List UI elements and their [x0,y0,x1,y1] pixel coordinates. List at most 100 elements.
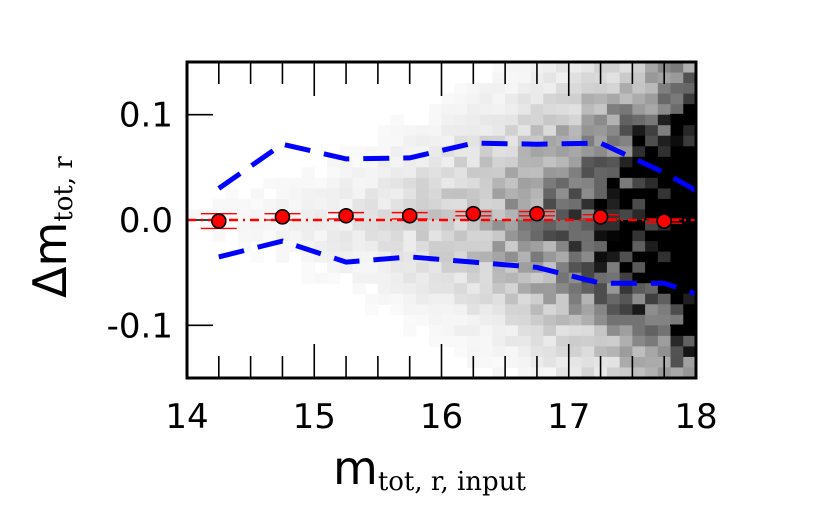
heatmap-cell [352,251,366,263]
heatmap-cell [339,220,354,232]
heatmap-cell [288,177,303,189]
heatmap-cell [517,188,532,200]
heatmap-cell [556,272,570,284]
heatmap-cell [352,220,366,232]
heatmap-cell [454,293,468,305]
heatmap-cell [416,135,430,147]
heatmap-cell [492,167,506,179]
heatmap-cell [288,188,303,200]
heatmap-cell [479,83,493,95]
heatmap-cell [581,135,595,147]
heatmap-cell [517,198,532,211]
heatmap-cell [365,220,379,232]
heatmap-cell [365,272,379,284]
heatmap-cell [466,325,481,337]
heatmap-cell [505,325,519,337]
heatmap-cell [594,293,608,305]
heatmap-cell [670,93,684,105]
heatmap-cell [416,241,430,253]
heatmap-cell [619,272,633,284]
heatmap-cell [479,262,493,274]
heatmap-cell [632,167,646,179]
heatmap-cell [416,304,430,316]
heatmap-cell [466,241,481,253]
heatmap-cell [606,293,621,305]
heatmap-cell [505,72,519,84]
heatmap-cell [492,304,506,316]
heatmap-cell [619,62,633,74]
heatmap-cell [390,241,404,253]
heatmap-cell [454,346,468,358]
heatmap-cell [556,72,570,84]
heatmap-cell [657,241,672,253]
heatmap-cell [568,177,583,189]
heatmap-cell [556,346,570,358]
heatmap-cell [606,188,621,200]
heatmap-cell [441,272,455,284]
heatmap-cell [403,293,417,305]
heatmap-cell [326,177,341,189]
heatmap-cell [530,283,544,295]
heatmap-cell [543,241,557,253]
heatmap-cell [645,177,659,189]
heatmap-cell [454,262,468,274]
heatmap-cell [594,188,608,200]
heatmap-cell [556,104,570,116]
heatmap-cell [543,304,557,316]
heatmap-cell [492,177,506,189]
heatmap-cell [492,346,506,358]
heatmap-cell [479,156,493,168]
heatmap-cell [403,125,417,137]
heatmap-cell [645,367,659,379]
heatmap-cell [479,346,493,358]
heatmap-cell [390,209,404,221]
heatmap-cell [594,83,608,95]
heatmap-cell [276,241,290,253]
y-tick-label: 0.0 [119,201,173,241]
heatmap-cell [619,72,633,84]
heatmap-cell [492,325,506,337]
heatmap-cell [505,156,519,168]
heatmap-cell [619,93,633,105]
heatmap-cell [339,241,354,253]
heatmap-cell [517,209,532,221]
heatmap-cell [505,283,519,295]
heatmap-cell [517,104,532,116]
heatmap-cell [339,198,354,211]
heatmap-cell [479,251,493,263]
heatmap-cell [377,177,392,189]
heatmap-cell [556,304,570,316]
median-point [401,207,418,224]
heatmap-cell [594,146,608,158]
median-point [592,209,609,225]
heatmap-cell [505,314,519,326]
heatmap-cell [466,335,481,347]
heatmap-cell [670,198,684,211]
heatmap-cell [543,230,557,242]
heatmap-cell [619,220,633,232]
heatmap-cell [466,83,481,95]
heatmap-cell [645,304,659,316]
heatmap-cell [276,230,290,242]
heatmap-cell [390,135,404,147]
heatmap-cell [543,346,557,358]
heatmap-cell [543,146,557,158]
heatmap-cell [403,188,417,200]
heatmap-cell [606,335,621,347]
heatmap-cell [606,135,621,147]
heatmap-cell [530,272,544,284]
heatmap-cell [454,93,468,105]
heatmap-cell [619,314,633,326]
heatmap-cell [314,241,328,253]
heatmap-cell [670,72,684,84]
heatmap-cell [556,367,570,379]
heatmap-cell [632,93,646,105]
heatmap-cell [594,135,608,147]
heatmap-cell [403,167,417,179]
heatmap-cell [517,177,532,189]
heatmap-cell [428,188,443,200]
heatmap-cell [250,220,264,232]
heatmap-cell [466,156,481,168]
heatmap-cell [326,262,341,274]
heatmap-cell [479,114,493,126]
